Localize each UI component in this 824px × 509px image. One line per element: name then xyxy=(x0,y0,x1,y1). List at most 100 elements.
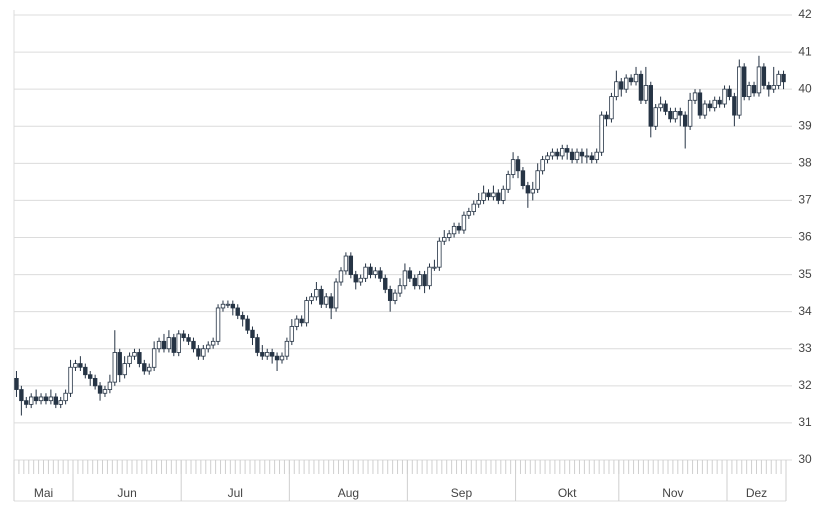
candle-body xyxy=(284,340,290,357)
candle-body xyxy=(166,337,172,350)
candle-body xyxy=(727,88,732,97)
candle-body xyxy=(737,66,742,116)
candle-body xyxy=(353,274,358,283)
candle-body xyxy=(319,289,324,305)
candle-body xyxy=(653,107,658,127)
candle-body xyxy=(279,355,285,361)
candle-body xyxy=(255,337,260,353)
candle-body xyxy=(437,240,442,268)
candle-body xyxy=(102,389,108,394)
candle-body xyxy=(530,188,535,194)
candle-body xyxy=(766,85,771,90)
candle-body xyxy=(97,385,103,394)
candle-body xyxy=(78,363,83,368)
candle-body xyxy=(88,374,93,379)
candle-body xyxy=(673,111,678,120)
candle-body xyxy=(756,66,762,94)
candle-body xyxy=(397,285,403,294)
candle-body xyxy=(746,85,752,97)
candle-body xyxy=(383,277,388,290)
candle-body xyxy=(658,103,663,109)
candle-body xyxy=(240,314,245,320)
candle-body xyxy=(545,155,550,161)
y-tick-label: 34 xyxy=(798,304,812,318)
candle-body xyxy=(510,159,516,175)
candle-body xyxy=(309,296,314,301)
y-tick-label: 33 xyxy=(798,341,812,355)
y-tick-label: 38 xyxy=(798,156,812,170)
candle-body xyxy=(92,378,98,387)
candle-body xyxy=(378,270,383,279)
candle-body xyxy=(638,73,644,101)
candle-body xyxy=(456,225,462,231)
x-tick-label: Okt xyxy=(558,486,577,500)
candle-body xyxy=(24,400,29,405)
candle-body xyxy=(569,151,575,161)
candle-body xyxy=(112,352,118,383)
candle-body xyxy=(147,366,152,372)
x-tick-label: Dez xyxy=(746,486,767,500)
candle-body xyxy=(19,389,24,402)
candle-body xyxy=(643,85,649,101)
candle-body xyxy=(633,73,639,83)
candle-body xyxy=(358,277,363,283)
candle-body xyxy=(117,352,122,376)
candle-body xyxy=(751,85,757,94)
candle-body xyxy=(73,363,78,368)
candle-body xyxy=(692,92,698,101)
candle-body xyxy=(127,355,132,364)
candle-body xyxy=(678,111,683,116)
candle-body xyxy=(781,73,786,83)
y-tick-label: 39 xyxy=(798,118,812,132)
candle-body xyxy=(402,270,408,287)
candle-body xyxy=(614,81,619,97)
candle-body xyxy=(451,225,457,235)
candle-body xyxy=(274,355,280,361)
candle-body xyxy=(122,363,127,376)
candle-body xyxy=(604,114,609,120)
candle-body xyxy=(609,96,614,120)
candle-body xyxy=(38,396,44,402)
candle-body xyxy=(722,88,727,105)
candle-body xyxy=(697,92,703,116)
candle-body xyxy=(324,296,329,305)
candle-body xyxy=(132,352,137,357)
candle-body xyxy=(525,185,531,194)
candle-body xyxy=(220,303,226,309)
candle-body xyxy=(707,103,712,109)
candle-body xyxy=(732,96,737,116)
candle-body xyxy=(702,103,708,116)
candle-body xyxy=(501,188,506,201)
candle-body xyxy=(176,333,181,353)
candle-body xyxy=(742,66,747,97)
candle-body xyxy=(63,392,68,402)
candle-body xyxy=(299,318,304,324)
candle-body xyxy=(555,151,560,157)
candle-body xyxy=(338,270,344,283)
candle-body xyxy=(314,289,319,298)
x-tick-label: Jul xyxy=(228,486,243,500)
candle-body xyxy=(156,340,162,350)
candle-body xyxy=(83,366,88,376)
candle-body xyxy=(668,111,673,120)
candle-body xyxy=(43,396,49,402)
y-tick-label: 37 xyxy=(798,193,812,207)
candle-body xyxy=(594,151,599,161)
candle-body xyxy=(579,151,585,157)
candle-body xyxy=(574,151,580,161)
candle-body xyxy=(373,270,378,275)
candle-body xyxy=(58,400,63,405)
candle-body xyxy=(427,266,432,287)
y-tick-label: 40 xyxy=(798,81,812,95)
candle-body xyxy=(407,270,413,279)
candle-body xyxy=(471,203,476,212)
candle-body xyxy=(171,337,177,353)
candle-body xyxy=(584,155,590,158)
y-tick-label: 30 xyxy=(798,452,812,466)
candle-body xyxy=(682,114,688,127)
candle-body xyxy=(201,348,206,357)
candle-body xyxy=(260,352,265,357)
candle-body xyxy=(520,170,526,186)
candle-body xyxy=(476,200,481,205)
